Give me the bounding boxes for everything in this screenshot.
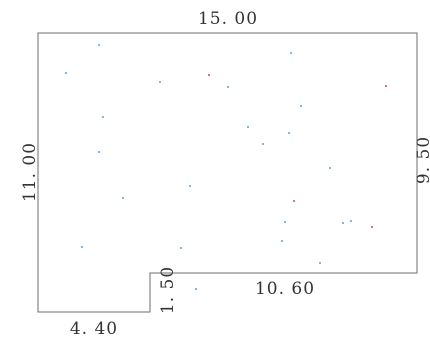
dimension-right: 9. 50 xyxy=(414,136,430,184)
speck xyxy=(159,81,161,83)
speck xyxy=(288,132,290,134)
speck xyxy=(284,221,286,223)
speck xyxy=(195,288,197,290)
speck xyxy=(189,185,191,187)
speck xyxy=(300,105,302,107)
speck xyxy=(319,262,321,264)
scan-specks xyxy=(65,44,387,290)
speck xyxy=(262,143,264,145)
speck xyxy=(293,200,295,202)
speck xyxy=(98,44,100,46)
speck xyxy=(180,247,182,249)
speck xyxy=(102,116,104,118)
speck xyxy=(65,72,67,74)
speck xyxy=(350,220,352,222)
dimension-bottom: 4. 40 xyxy=(70,319,118,338)
speck xyxy=(329,167,331,169)
speck xyxy=(385,85,387,87)
dimension-top: 15. 00 xyxy=(198,9,258,29)
speck xyxy=(98,151,100,153)
room-outline xyxy=(37,32,418,313)
dimension-left: 11. 00 xyxy=(20,142,40,202)
speck xyxy=(247,126,249,128)
speck xyxy=(122,197,124,199)
dimension-notch-height: 1. 50 xyxy=(158,266,178,314)
speck xyxy=(371,226,373,228)
speck xyxy=(281,240,283,242)
speck xyxy=(227,86,229,88)
speck xyxy=(81,246,83,248)
speck xyxy=(290,52,292,54)
speck xyxy=(342,222,344,224)
dimension-inner-bottom: 10. 60 xyxy=(255,279,315,299)
speck xyxy=(208,74,210,76)
